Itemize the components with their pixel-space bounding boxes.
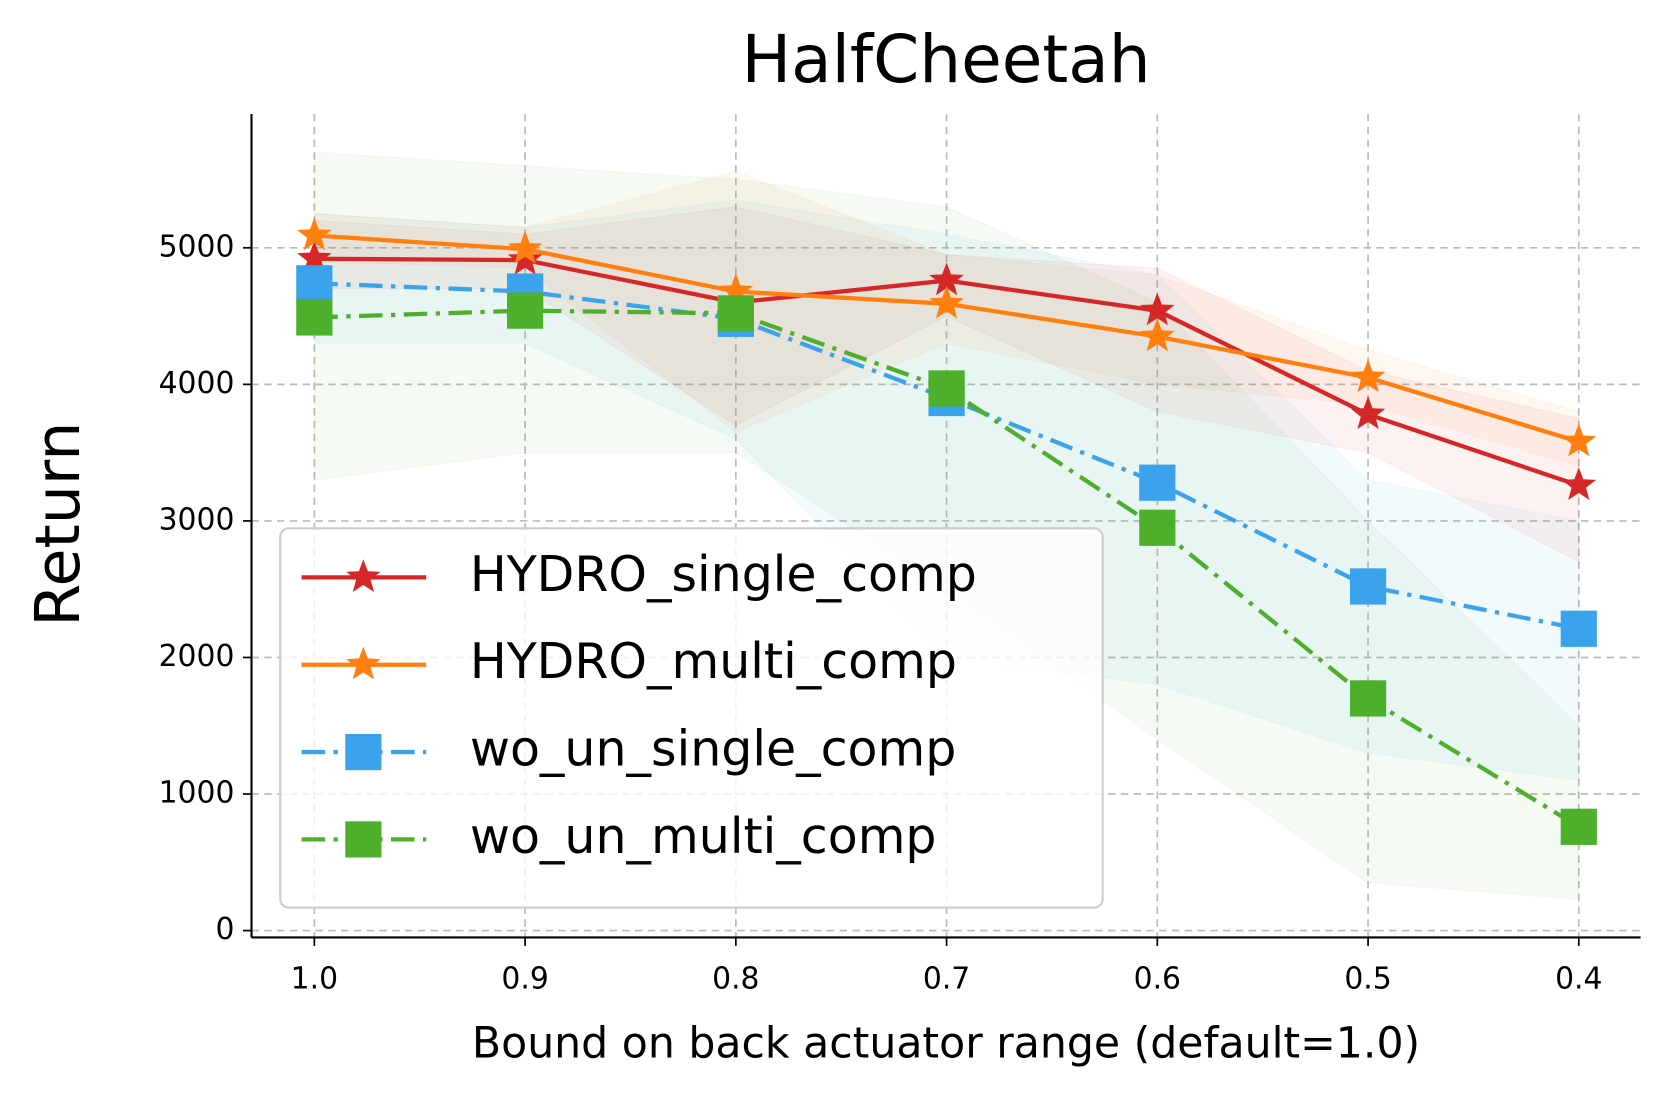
x-tick-label: 0.7 [923,962,970,997]
legend-label: HYDRO_multi_comp [470,633,957,690]
legend-label: HYDRO_single_comp [470,546,977,603]
marker [928,370,965,407]
chart-title: HalfCheetah [741,21,1150,98]
marker [296,299,333,336]
marker [1140,318,1175,352]
marker [718,273,754,307]
marker [1349,680,1387,717]
marker [1139,509,1176,546]
legend-label: wo_un_single_comp [470,721,956,778]
error-band [313,151,1580,900]
x-axis-label: Bound on back actuator range (default=1.… [472,1019,1420,1069]
marker [1560,610,1597,647]
marker [345,821,382,858]
marker [296,265,333,302]
marker [506,292,544,329]
marker [507,231,543,264]
error-band [313,199,1580,781]
marker [1140,292,1175,326]
marker [929,262,964,296]
x-tick-label: 0.6 [1134,962,1181,997]
marker [1350,396,1386,430]
marker [346,559,381,593]
legend: HYDRO_single_comp HYDRO_multi_comp wo_un_s… [279,527,1104,909]
legend-box [279,527,1104,909]
marker [1349,568,1387,605]
marker [507,241,543,275]
x-tick-label: 0.4 [1555,962,1602,997]
y-tick-label: 0 [215,912,234,947]
legend-label: wo_un_multi_comp [470,808,937,865]
x-tick-label: 1.0 [291,962,338,997]
y-tick-label: 2000 [159,639,235,674]
y-tick-label: 4000 [159,366,235,401]
marker [1139,464,1176,501]
x-tick-label: 0.8 [712,962,759,997]
marker [717,295,754,332]
x-tick-label: 0.9 [501,962,548,997]
error-band [313,206,1580,563]
y-axis-label: Return [22,422,94,627]
marker [297,217,332,251]
marker [346,646,381,680]
x-tick-label: 0.5 [1344,962,1391,997]
marker [1561,467,1597,501]
error-band [313,170,1580,468]
marker [297,240,332,274]
y-tick-label: 1000 [159,776,235,811]
marker [929,285,964,319]
marker [1350,359,1386,393]
marker [1560,808,1597,845]
y-tick-label: 5000 [159,229,235,264]
marker [345,733,382,771]
marker [1561,423,1597,457]
y-tick-label: 3000 [159,502,235,537]
